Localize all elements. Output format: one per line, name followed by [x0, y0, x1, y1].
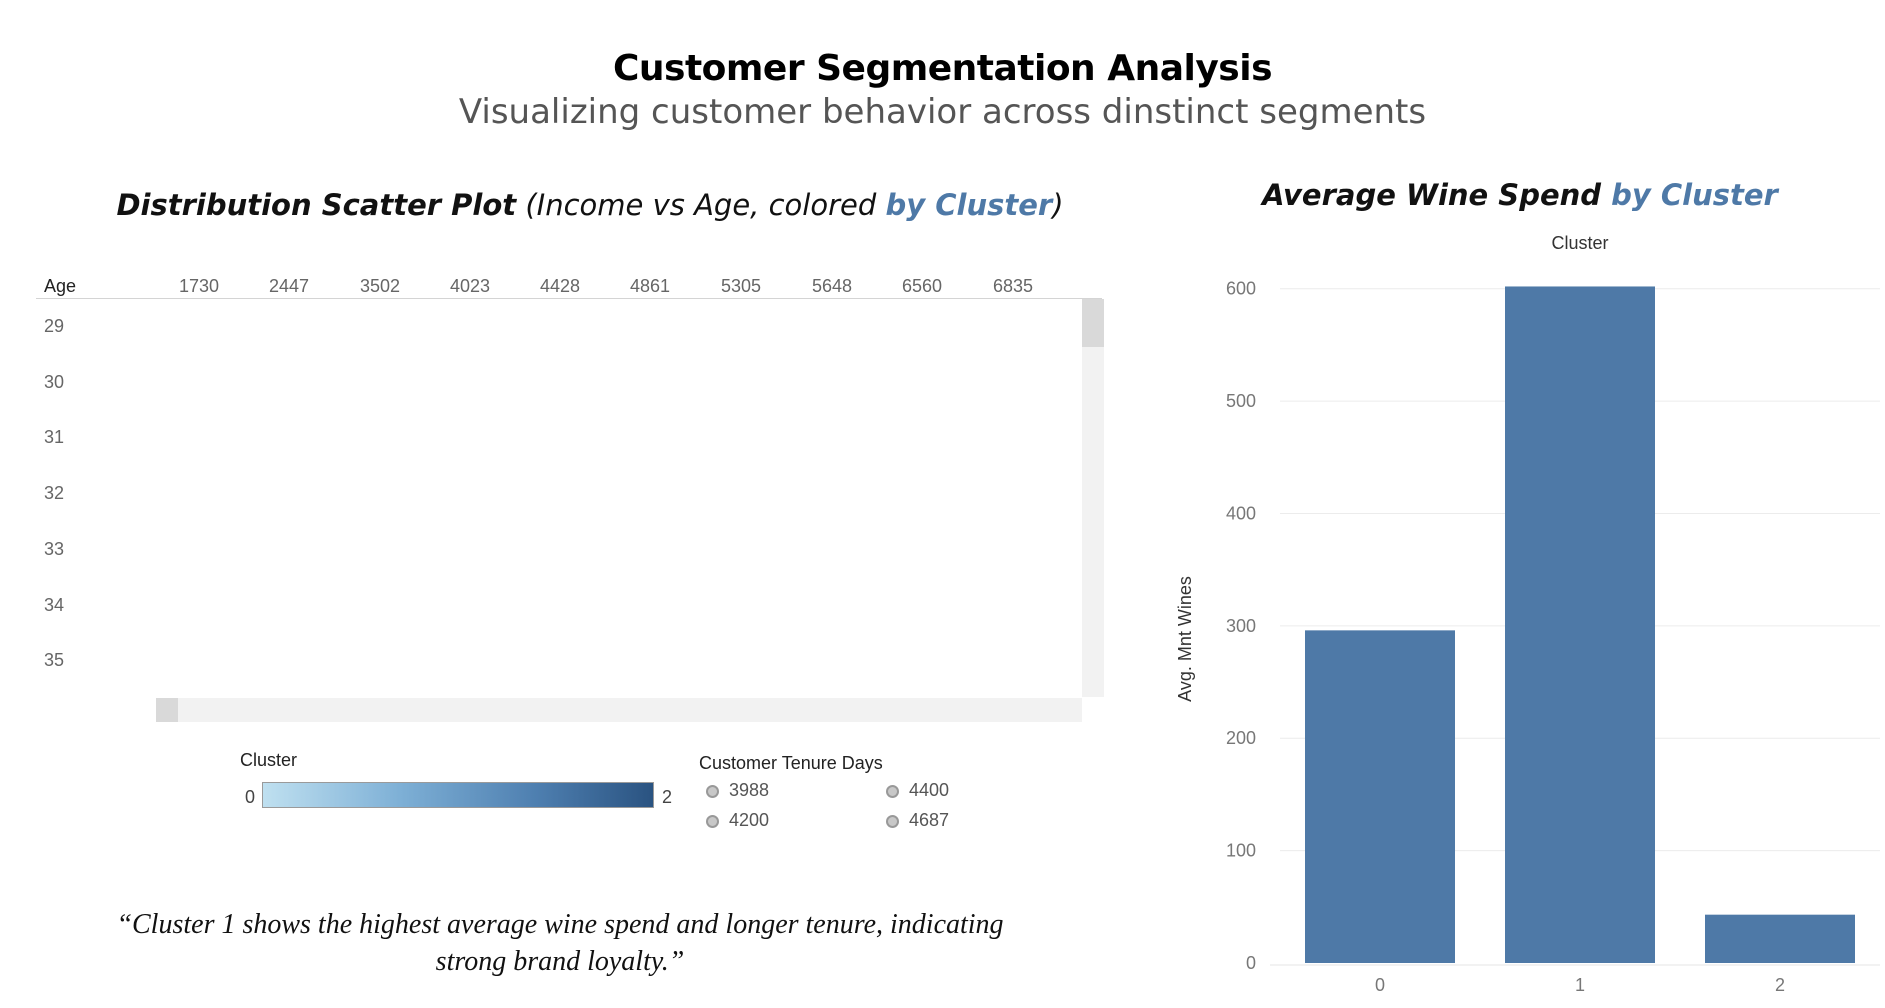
income-column-header: 2447: [268, 276, 310, 296]
dashboard-subtitle: Visualizing customer behavior across din…: [458, 92, 1427, 132]
age-row-label: 33: [44, 539, 65, 559]
y-tick-label: 0: [1246, 953, 1256, 973]
y-tick-label: 200: [1226, 728, 1256, 748]
tenure-legend-item[interactable]: 4687: [886, 809, 949, 831]
scatter-title-desc-open: (Income vs Age, colored: [516, 188, 886, 222]
age-row-label: 30: [44, 372, 65, 392]
circle-icon: [706, 814, 719, 828]
income-column-header: 5305: [720, 276, 762, 296]
y-axis-title: Avg. Mnt Wines: [1175, 576, 1195, 702]
tenure-legend-item[interactable]: 3988: [706, 779, 769, 801]
horizontal-scrollbar-thumb[interactable]: [156, 698, 178, 722]
bar-title-accent: by Cluster: [1611, 178, 1778, 212]
circle-icon: [886, 814, 899, 828]
vertical-scrollbar[interactable]: [1082, 299, 1104, 697]
age-row-label: 29: [44, 316, 65, 336]
age-row-label: 32: [44, 483, 65, 503]
vertical-scrollbar-thumb[interactable]: [1082, 299, 1104, 347]
age-row-header: Age: [44, 276, 77, 296]
age-row-label: 35: [44, 650, 65, 670]
tenure-legend-label: 3988: [729, 780, 770, 800]
circle-icon: [886, 784, 899, 798]
income-column-header: 1730: [178, 276, 220, 296]
income-column-header: 6560: [901, 276, 943, 296]
dashboard-title: Customer Segmentation Analysis: [612, 48, 1273, 89]
scatter-title-accent: by Cluster: [885, 188, 1053, 222]
bar-cluster-1: [1505, 286, 1655, 963]
income-column-header: 5648: [811, 276, 853, 296]
y-tick-label: 600: [1226, 279, 1256, 299]
income-column-header: 6835: [992, 276, 1034, 296]
header-divider: [36, 298, 1102, 299]
tenure-legend-item[interactable]: 4400: [886, 779, 949, 801]
circle-icon: [706, 784, 719, 798]
cluster-legend-max: 2: [662, 787, 673, 807]
bar-cluster-2: [1705, 914, 1855, 963]
tenure-legend-label: 4687: [909, 810, 950, 830]
cluster-legend-min: 0: [245, 787, 256, 807]
insight-quote: “Cluster 1 shows the highest average win…: [116, 909, 1004, 977]
y-tick-label: 300: [1226, 616, 1256, 636]
bar-title-main: Average Wine Spend: [1262, 178, 1612, 212]
x-tick-label: 1: [1575, 975, 1585, 995]
tenure-legend-title: Customer Tenure Days: [699, 753, 883, 773]
bar-column-header: Cluster: [1551, 233, 1608, 253]
bar-chart: Cluster 0 100 200 300 400 500 600 Avg. Mnt Wines…: [1175, 233, 1880, 995]
y-tick-label: 100: [1226, 841, 1256, 861]
income-column-header: 3502: [359, 276, 401, 296]
x-tick-label: 2: [1775, 975, 1785, 995]
y-tick-label: 400: [1226, 503, 1256, 523]
tenure-legend-label: 4400: [909, 780, 950, 800]
bar-cluster-0: [1305, 630, 1455, 963]
y-tick-label: 500: [1226, 391, 1256, 411]
cluster-legend-title: Cluster: [240, 750, 298, 770]
scatter-title: Distribution Scatter Plot (Income vs Age…: [90, 188, 1090, 222]
horizontal-scrollbar[interactable]: [156, 698, 1082, 722]
tenure-legend-label: 4200: [729, 810, 770, 830]
age-row-label: 31: [44, 427, 65, 447]
income-column-header: 4428: [539, 276, 581, 296]
income-column-header: 4861: [629, 276, 671, 296]
bar-chart-title: Average Wine Spend by Cluster: [1170, 178, 1870, 212]
income-column-header: 4023: [449, 276, 491, 296]
age-row-label: 34: [44, 595, 65, 615]
cluster-color-ramp: [262, 782, 654, 808]
x-tick-label: 0: [1375, 975, 1385, 995]
scatter-title-main: Distribution Scatter Plot: [116, 188, 517, 222]
scatter-title-desc-close: ): [1052, 188, 1064, 222]
tenure-legend-item[interactable]: 4200: [706, 809, 769, 831]
